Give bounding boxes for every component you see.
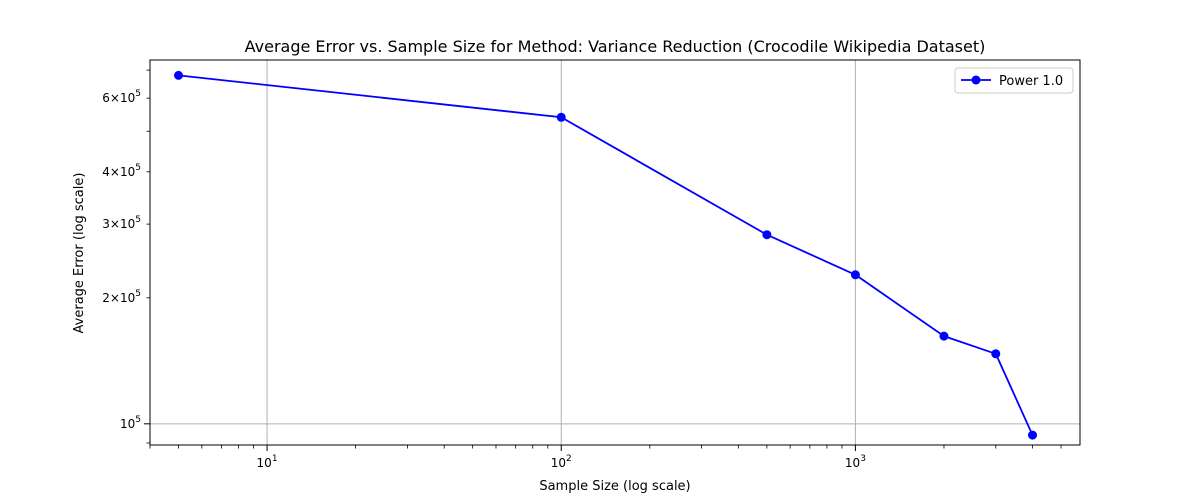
chart-title: Average Error vs. Sample Size for Method… xyxy=(245,37,986,56)
legend-label: Power 1.0 xyxy=(999,74,1063,89)
data-point xyxy=(174,70,184,80)
series-layer xyxy=(174,70,1038,440)
plot-frame xyxy=(149,59,1081,446)
axis-ticks: 101 102 103 105 2×105 3×105 4×105 6×105 xyxy=(102,69,1062,470)
data-point xyxy=(1028,430,1038,440)
x-tick-label: 102 xyxy=(551,454,572,470)
legend-box xyxy=(954,67,1074,94)
y-tick-label: 105 xyxy=(120,415,141,431)
data-point xyxy=(939,331,949,341)
y-tick-label: 2×105 xyxy=(102,289,141,305)
grid xyxy=(150,60,1080,445)
legend: Power 1.0 xyxy=(954,67,1074,94)
x-tick-label: 101 xyxy=(257,454,278,470)
data-point xyxy=(850,270,860,280)
x-tick-label: 103 xyxy=(845,454,866,470)
data-point xyxy=(991,349,1001,359)
x-axis-label: Sample Size (log scale) xyxy=(539,479,690,494)
y-tick-label: 6×105 xyxy=(102,89,141,105)
y-tick-label: 4×105 xyxy=(102,163,141,179)
data-point xyxy=(762,230,772,240)
data-point xyxy=(556,112,566,122)
legend-marker xyxy=(971,75,981,85)
y-axis-label: Average Error (log scale) xyxy=(72,173,87,334)
y-tick-label: 3×105 xyxy=(102,215,141,231)
